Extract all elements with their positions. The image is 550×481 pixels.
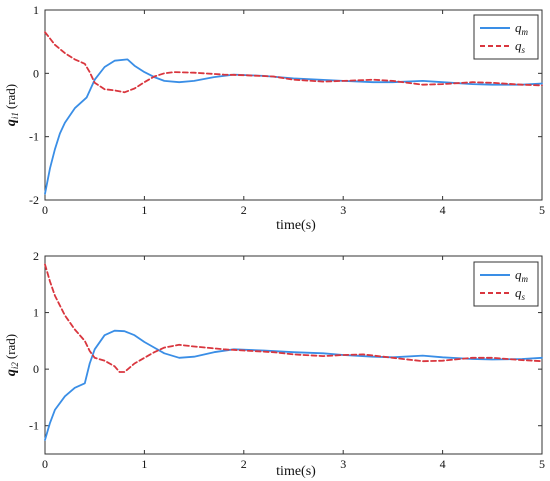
y-axis-label: qi1(rad) xyxy=(3,84,20,126)
x-tick-label: 5 xyxy=(539,457,545,471)
y-tick-label: 0 xyxy=(33,66,39,80)
y-tick-label: 1 xyxy=(33,3,39,17)
legend-label-qs: qs xyxy=(515,38,526,55)
series-line-qs xyxy=(44,31,543,94)
x-tick-label: 2 xyxy=(241,457,247,471)
plot-area xyxy=(44,9,543,201)
series-group xyxy=(44,263,543,441)
x-tick-label: 0 xyxy=(42,203,48,217)
series-group xyxy=(44,31,543,195)
legend: qm qs xyxy=(473,14,539,60)
x-tick-label: 5 xyxy=(539,203,545,217)
x-axis-label: time(s) xyxy=(276,464,316,479)
legend: qm qs xyxy=(473,261,539,307)
series-line-qs xyxy=(44,263,543,373)
y-tick-label: 1 xyxy=(33,306,39,320)
y-tick-group: -1 0 1 2 xyxy=(29,249,542,433)
x-tick-label: 4 xyxy=(440,203,446,217)
x-tick-label: 1 xyxy=(141,457,147,471)
x-tick-label: 4 xyxy=(440,457,446,471)
y-tick-group: -2 -1 0 1 xyxy=(29,3,542,207)
legend-label-qm: qm xyxy=(515,20,529,37)
series-line-qm xyxy=(44,58,543,195)
series-line-qm xyxy=(44,329,543,441)
x-tick-label: 0 xyxy=(42,457,48,471)
y-tick-label: -1 xyxy=(29,419,39,433)
y-tick-label: 0 xyxy=(33,362,39,376)
x-tick-label: 2 xyxy=(241,203,247,217)
legend-label-qm: qm xyxy=(515,267,529,284)
x-axis-label: time(s) xyxy=(276,218,316,233)
y-tick-label: -1 xyxy=(29,130,39,144)
x-tick-label: 3 xyxy=(340,457,346,471)
x-tick-label: 3 xyxy=(340,203,346,217)
x-tick-group: 0 1 2 3 4 5 xyxy=(42,10,545,217)
plot-area xyxy=(44,255,543,455)
chart-panel-bottom: 0 1 2 3 4 5 -1 0 1 2 time(s) qi2(rad) qm qs xyxy=(3,249,545,479)
chart-panel-top: 0 1 2 3 4 5 -2 -1 0 1 time(s) qi1(rad) qm qs xyxy=(3,3,545,233)
legend-box xyxy=(473,14,539,60)
x-tick-group: 0 1 2 3 4 5 xyxy=(42,256,545,471)
legend-label-qs: qs xyxy=(515,285,526,302)
x-tick-label: 1 xyxy=(141,203,147,217)
y-axis-label: qi2(rad) xyxy=(3,334,20,376)
legend-box xyxy=(473,261,539,307)
y-tick-label: 2 xyxy=(33,249,39,263)
y-tick-label: -2 xyxy=(29,193,39,207)
